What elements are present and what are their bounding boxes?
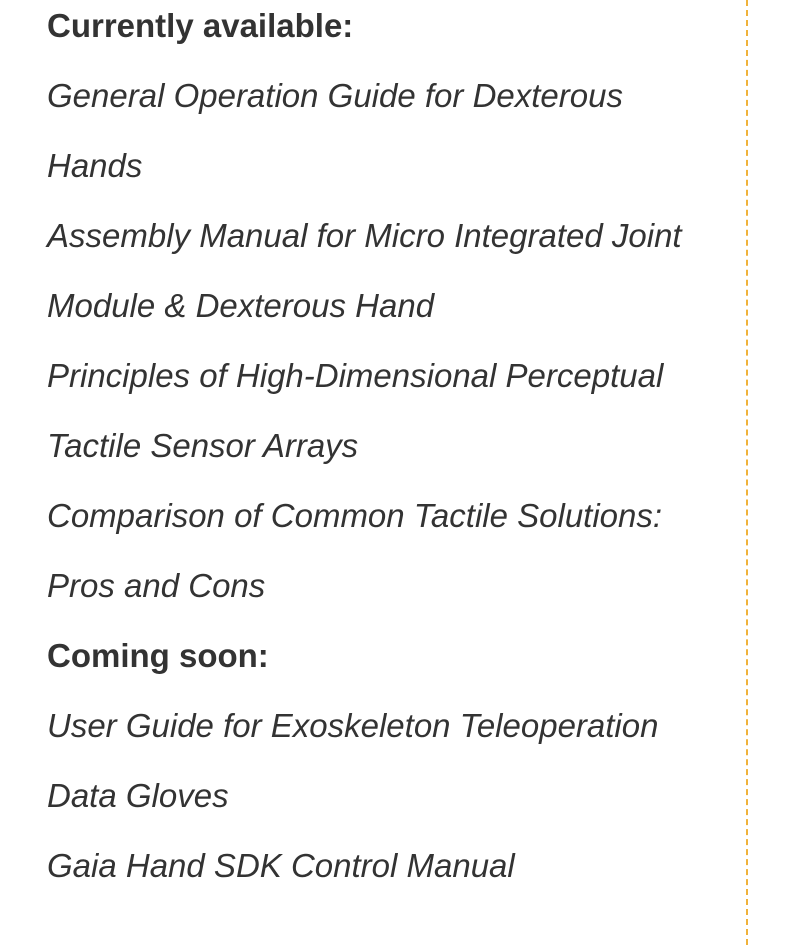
upcoming-document-line: User Guide for Exoskeleton Teleoperation <box>47 707 659 744</box>
document-link-line[interactable]: Comparison of Common Tactile Solutions: <box>47 497 663 534</box>
upcoming-document-line: Gaia Hand SDK Control Manual <box>47 847 515 884</box>
document-link-line[interactable]: Pros and Cons <box>47 567 266 604</box>
document-link-line[interactable]: Hands <box>47 147 143 184</box>
document-link-line[interactable]: Assembly Manual for Micro Integrated Joi… <box>47 217 682 254</box>
document-link-line[interactable]: Principles of High-Dimensional Perceptua… <box>47 357 664 394</box>
section-heading-currently-available: Currently available: <box>47 7 354 44</box>
document-list: Currently available: General Operation G… <box>47 0 737 901</box>
dashed-divider <box>746 0 748 945</box>
upcoming-document-line: Data Gloves <box>47 777 229 814</box>
document-link-line[interactable]: General Operation Guide for Dexterous <box>47 77 623 114</box>
document-link-line[interactable]: Module & Dexterous Hand <box>47 287 435 324</box>
document-link-line[interactable]: Tactile Sensor Arrays <box>47 427 359 464</box>
section-heading-coming-soon: Coming soon: <box>47 637 269 674</box>
